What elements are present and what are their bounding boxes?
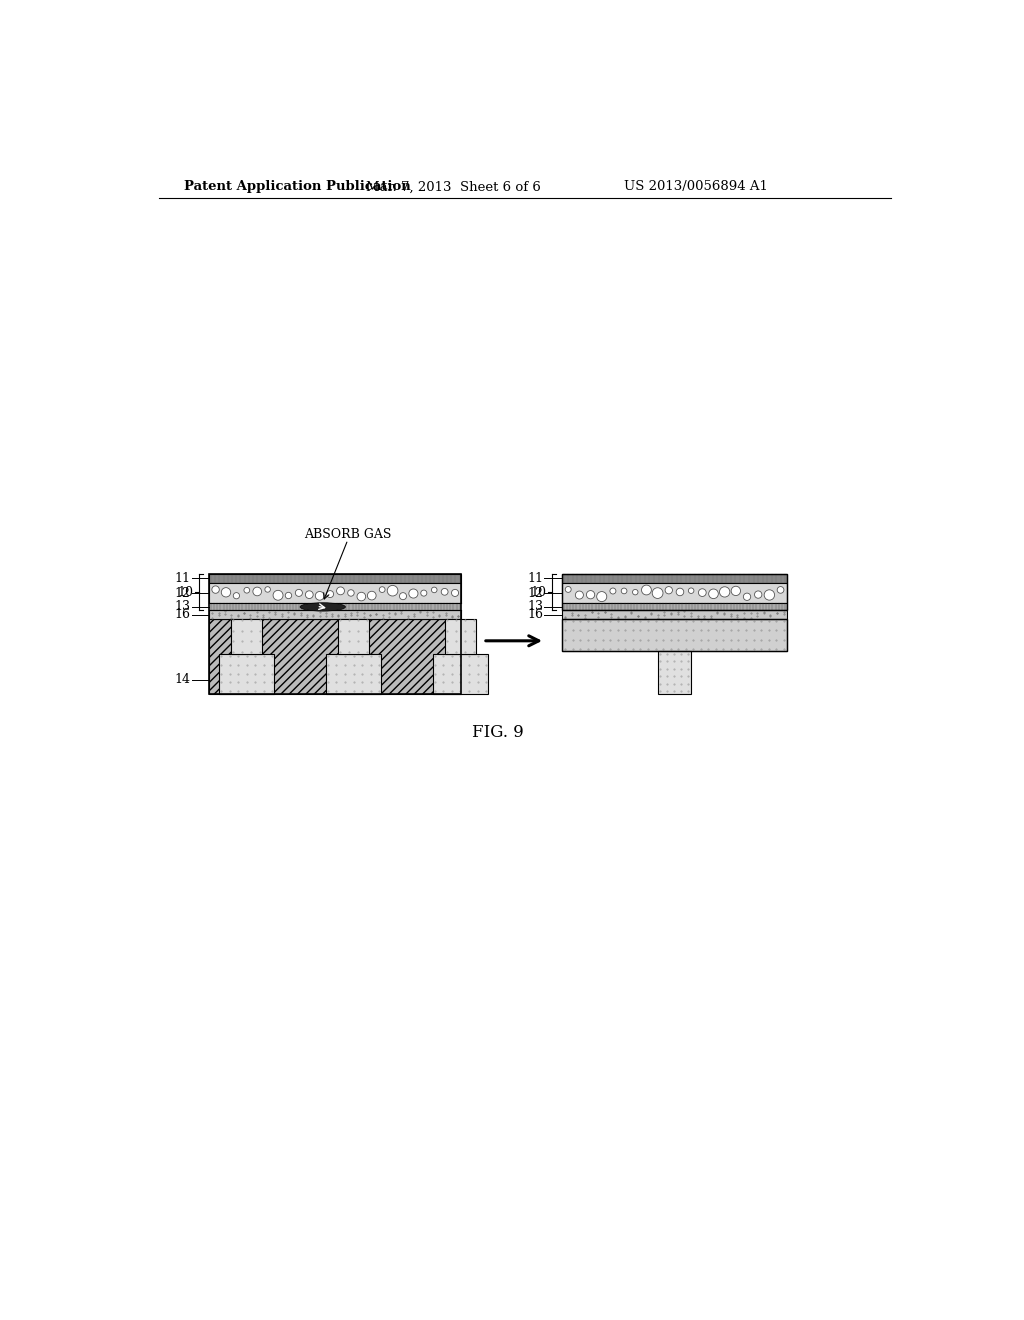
Circle shape	[652, 587, 663, 598]
Circle shape	[622, 589, 627, 594]
Text: 11: 11	[175, 572, 190, 585]
Circle shape	[676, 589, 684, 595]
Circle shape	[212, 586, 219, 593]
Bar	[209, 582, 461, 603]
Circle shape	[666, 586, 673, 594]
Text: Mar. 7, 2013  Sheet 6 of 6: Mar. 7, 2013 Sheet 6 of 6	[366, 181, 541, 194]
Circle shape	[399, 593, 407, 599]
Bar	[562, 574, 786, 582]
Bar	[326, 653, 381, 693]
Circle shape	[421, 590, 427, 597]
Circle shape	[709, 589, 718, 598]
Bar	[432, 653, 488, 693]
Text: US 2013/0056894 A1: US 2013/0056894 A1	[624, 181, 768, 194]
Circle shape	[431, 587, 437, 593]
Circle shape	[273, 590, 283, 601]
Bar	[562, 574, 786, 610]
Circle shape	[587, 590, 595, 599]
Ellipse shape	[300, 603, 345, 611]
Circle shape	[233, 593, 240, 599]
Text: 13: 13	[527, 601, 544, 614]
Text: 13: 13	[175, 601, 190, 614]
Text: 11: 11	[527, 572, 544, 585]
Circle shape	[633, 590, 638, 595]
Circle shape	[743, 593, 751, 601]
Circle shape	[641, 585, 651, 595]
Circle shape	[720, 587, 730, 597]
Circle shape	[610, 587, 615, 594]
Circle shape	[452, 589, 459, 597]
Bar	[231, 619, 262, 653]
Bar	[340, 603, 461, 610]
Circle shape	[305, 591, 313, 598]
Circle shape	[565, 586, 571, 593]
Circle shape	[409, 589, 418, 598]
Bar	[562, 619, 786, 651]
Bar	[219, 653, 274, 693]
Circle shape	[777, 586, 784, 593]
Text: 10: 10	[530, 586, 547, 599]
Circle shape	[337, 587, 344, 595]
Text: 16: 16	[175, 609, 190, 622]
Circle shape	[597, 591, 607, 602]
Circle shape	[221, 587, 230, 597]
Circle shape	[357, 593, 366, 601]
Circle shape	[731, 586, 740, 595]
Circle shape	[327, 590, 334, 598]
Bar	[209, 574, 461, 693]
Circle shape	[244, 587, 250, 593]
Text: 16: 16	[527, 609, 544, 622]
Bar	[209, 619, 461, 693]
Circle shape	[755, 591, 762, 598]
Text: FIG. 9: FIG. 9	[472, 723, 524, 741]
Circle shape	[253, 587, 261, 595]
Bar	[338, 619, 369, 653]
Circle shape	[764, 590, 774, 601]
Bar	[562, 582, 786, 603]
Bar	[209, 574, 461, 582]
Bar	[445, 619, 476, 653]
Circle shape	[379, 586, 385, 593]
Text: 12: 12	[527, 586, 544, 599]
Text: 14: 14	[175, 673, 190, 686]
Bar	[658, 651, 690, 693]
Text: ABSORB GAS: ABSORB GAS	[304, 528, 391, 541]
Circle shape	[575, 591, 584, 599]
Circle shape	[348, 590, 354, 597]
Bar	[562, 619, 786, 651]
Circle shape	[698, 589, 707, 597]
Text: 12: 12	[175, 586, 190, 599]
Bar	[562, 603, 786, 610]
Bar	[562, 610, 786, 619]
Text: 10: 10	[178, 586, 194, 599]
Circle shape	[295, 589, 302, 597]
Circle shape	[387, 585, 398, 597]
Circle shape	[688, 587, 694, 594]
Text: Patent Application Publication: Patent Application Publication	[183, 181, 411, 194]
Bar	[209, 610, 461, 619]
Circle shape	[265, 586, 270, 593]
Circle shape	[368, 591, 376, 599]
Circle shape	[441, 589, 449, 595]
Circle shape	[286, 593, 292, 599]
Bar	[209, 603, 305, 610]
Circle shape	[315, 591, 324, 601]
